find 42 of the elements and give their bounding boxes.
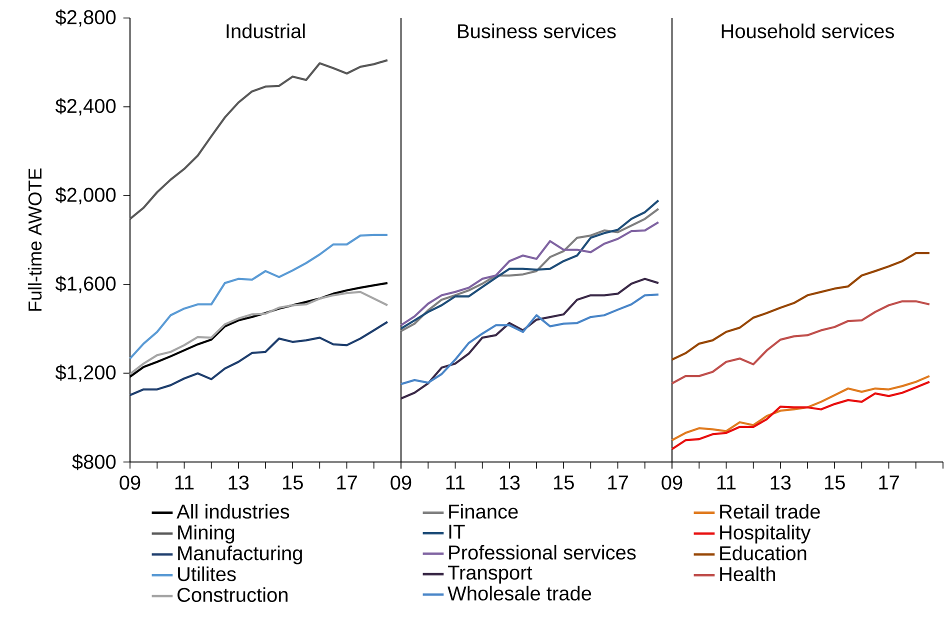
line-series [128,320,389,396]
legend-label: Finance [449,504,518,519]
chart-title: Industrial [226,24,305,38]
legend-label: Retail trade [720,504,820,519]
legend-label: Education [720,546,806,560]
x-tick-label: 13 [228,476,249,490]
x-tick-label: 15 [825,476,845,490]
x-tick-label: 13 [770,476,791,490]
legend-label: Utilites [178,566,236,582]
legend-label: Manufacturing [178,546,302,564]
y-tick-label: $2,000 [55,186,116,204]
legend-label: Hospitality [720,524,811,544]
legend-label: Professional services [449,544,636,560]
y-tick-label: $2,800 [55,9,116,27]
legend-label: Transport [448,566,532,584]
x-tick-label: 15 [283,476,303,490]
y-tick-label: $2,400 [55,98,116,116]
x-tick-label: 11 [717,476,736,490]
y-tick-label: $800 [72,454,116,470]
x-tick-label: 17 [879,476,899,490]
x-tick-label: 09 [662,476,682,490]
x-tick-label: 13 [500,476,520,490]
y-tick-label: $1,200 [55,364,116,382]
line-series [128,59,389,220]
legend-label: IT [449,524,465,539]
chart-title: Household services [722,24,894,38]
y-tick-label: $1,600 [55,276,116,294]
x-tick-label: 17 [608,476,628,490]
x-tick-label: 09 [390,476,412,490]
x-tick-label: 17 [337,476,357,490]
x-tick-label: 11 [175,476,194,490]
legend-label: All industries [176,504,290,519]
y-axis-title: Full-time AWOTE [28,168,42,311]
line-series [128,234,389,360]
legend-label: Construction [178,587,288,602]
legend-label: Mining [178,524,234,544]
x-tick-label: 15 [554,476,574,490]
legend-label: Wholesale trade [448,586,592,601]
x-tick-label: 11 [446,476,465,490]
legend-label: Health [720,566,776,582]
x-tick-label: 09 [120,476,140,490]
chart-title: Business services [458,24,616,38]
